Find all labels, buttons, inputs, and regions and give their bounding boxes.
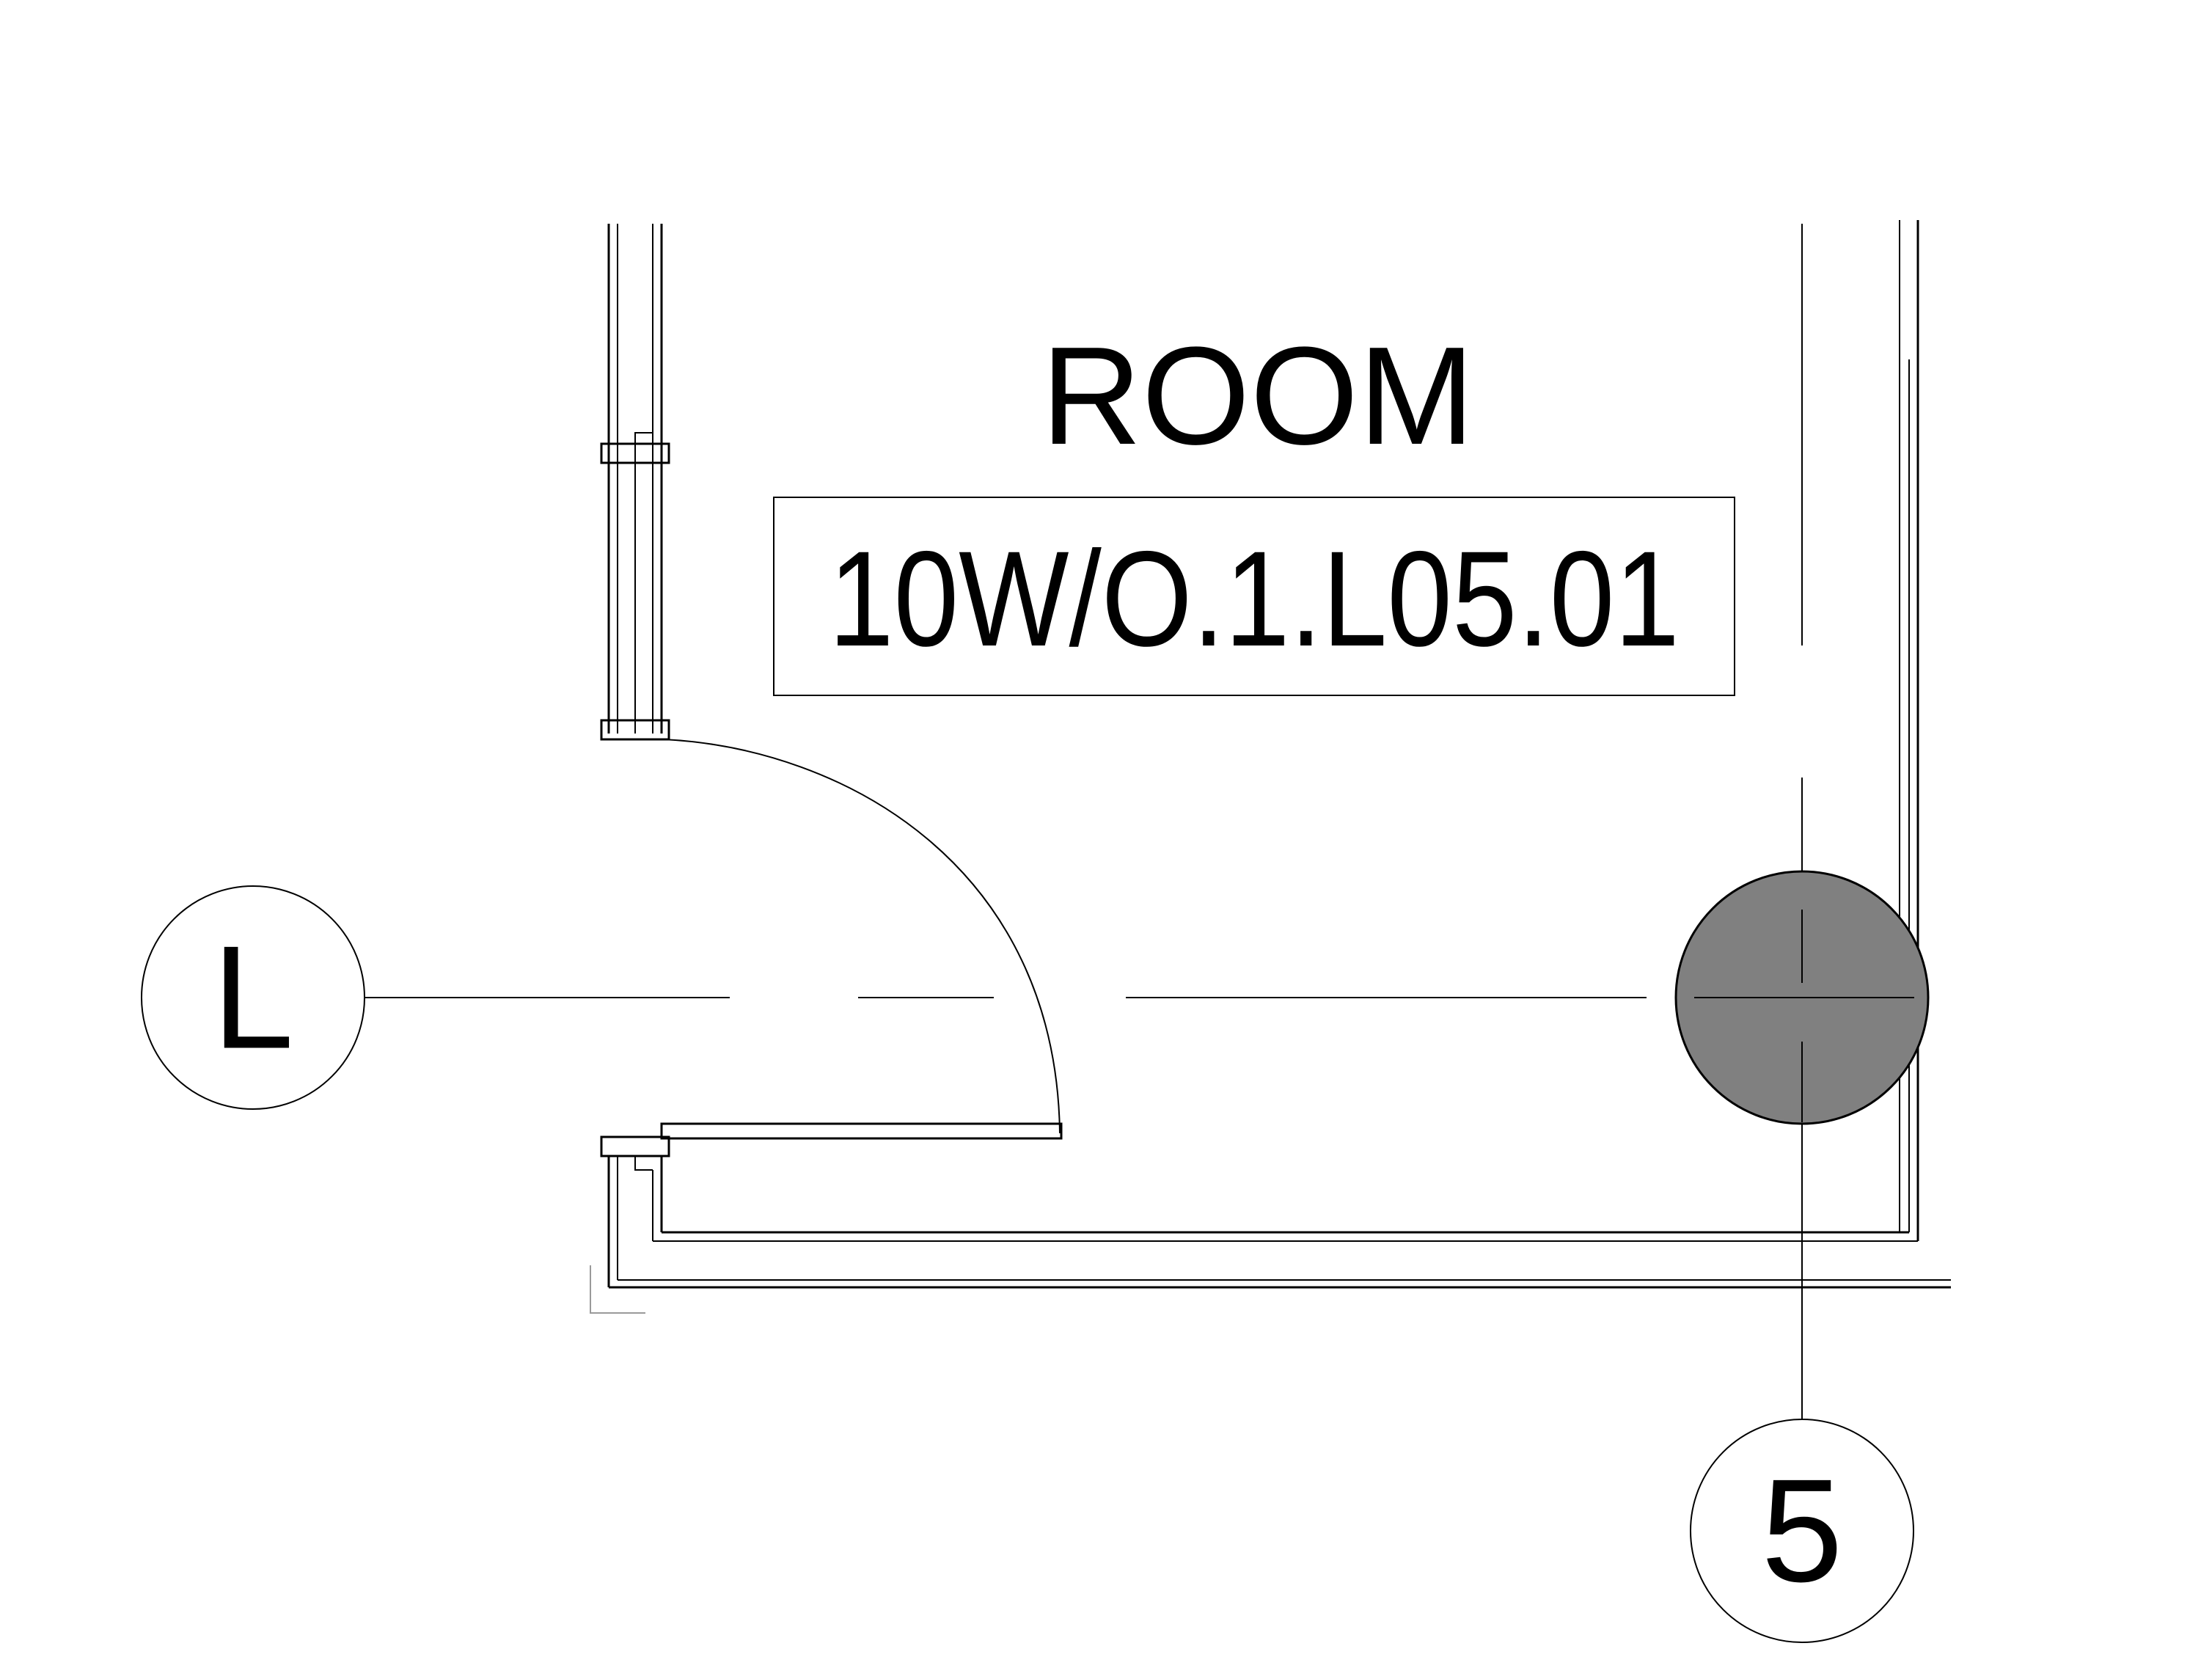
room-number-box: [773, 497, 1735, 696]
grid-label-5: 5: [1761, 1449, 1842, 1613]
room-title: ROOM: [1041, 318, 1474, 474]
left-wall-upper: [600, 224, 670, 741]
door-jamb-bottom-upper: [600, 719, 670, 741]
door-swing-arc: [663, 739, 1061, 1134]
door-jamb-top: [600, 442, 670, 464]
door-leaf: [660, 1122, 1063, 1140]
door: [660, 739, 1063, 1140]
grid-label-l: L: [212, 916, 293, 1080]
right-wall: [1899, 220, 1919, 1241]
door-jamb-lower: [600, 1135, 670, 1157]
bottom-wall: [590, 1231, 1951, 1314]
grid-bubble-l: L: [141, 885, 365, 1110]
left-wall-lower: [600, 1135, 670, 1287]
room-number: 10W/O.1.L05.01: [829, 524, 1680, 675]
room-tag: ROOM 10W/O.1.L05.01: [773, 318, 1735, 696]
grid-bubble-5: 5: [1690, 1419, 1914, 1643]
